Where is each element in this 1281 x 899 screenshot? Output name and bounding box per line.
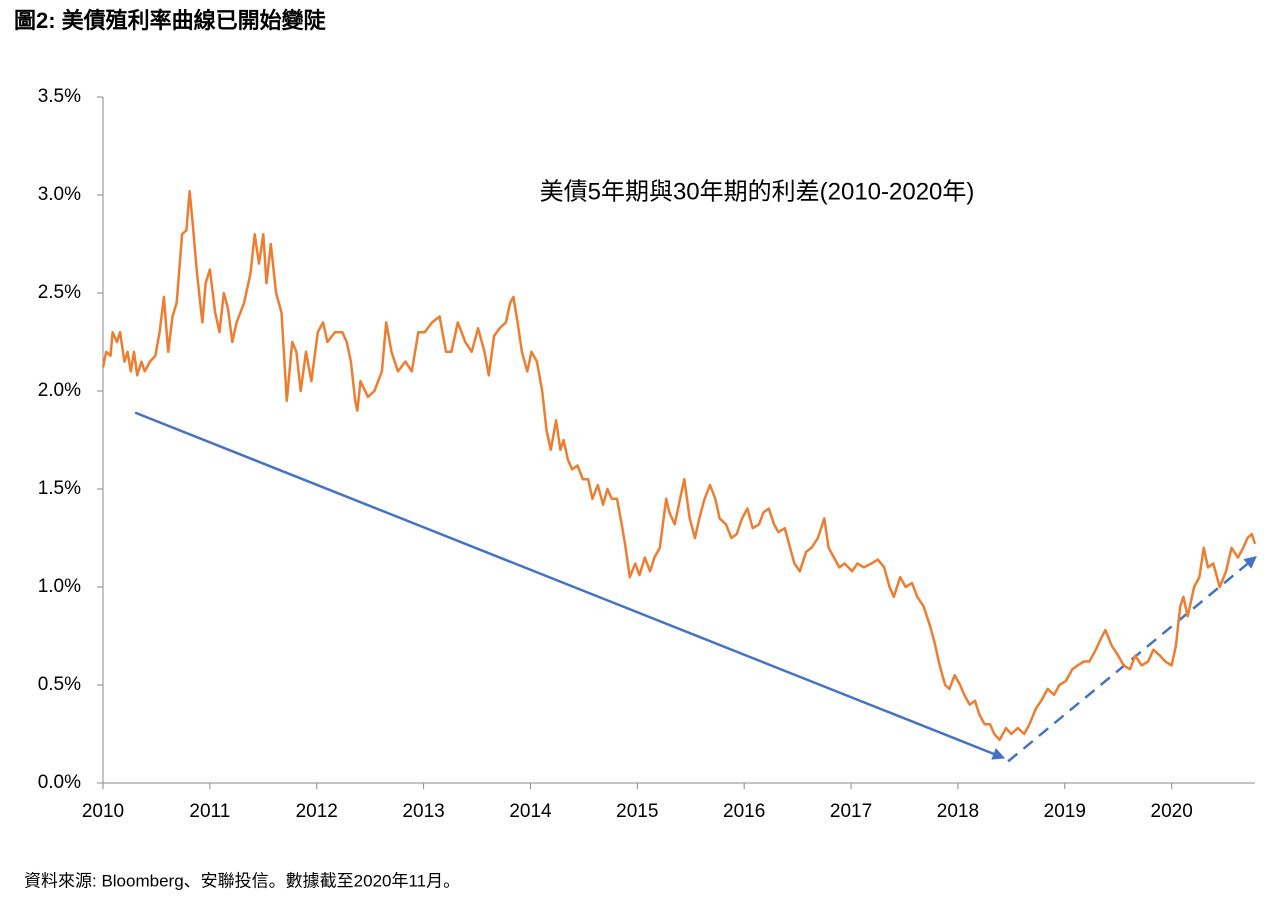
- y-tick-label: 2.5%: [38, 282, 81, 303]
- x-tick-label: 2015: [616, 801, 658, 822]
- y-tick-label: 3.5%: [38, 86, 81, 107]
- y-tick-label: 2.0%: [38, 380, 81, 401]
- y-tick-label: 3.0%: [38, 184, 81, 205]
- y-tick-label: 1.5%: [38, 478, 81, 499]
- x-tick-label: 2011: [189, 801, 230, 822]
- x-tick-label: 2017: [830, 801, 872, 822]
- source-note: 資料來源: Bloomberg、安聯投信。數據截至2020年11月。: [24, 871, 460, 890]
- x-tick-label: 2020: [1151, 801, 1193, 822]
- y-tick-label: 0.5%: [38, 674, 81, 695]
- trend-arrow: [1007, 556, 1257, 763]
- y-tick-label: 1.0%: [38, 576, 81, 597]
- page-title: 圖2: 美債殖利率曲線已開始變陡: [14, 8, 327, 33]
- x-tick-label: 2012: [296, 801, 338, 822]
- x-tick-label: 2013: [402, 801, 444, 822]
- x-tick-label: 2010: [82, 801, 124, 822]
- data-line: [101, 189, 1257, 742]
- x-tick-label: 2018: [937, 801, 979, 822]
- y-tick-label: 0.0%: [38, 772, 81, 793]
- x-tick-label: 2019: [1044, 801, 1086, 822]
- trend-arrow: [134, 411, 1006, 760]
- annotation: 美債5年期與30年期的利差(2010-2020年): [540, 178, 975, 205]
- x-tick-label: 2014: [509, 801, 552, 822]
- x-tick-label: 2016: [723, 801, 765, 822]
